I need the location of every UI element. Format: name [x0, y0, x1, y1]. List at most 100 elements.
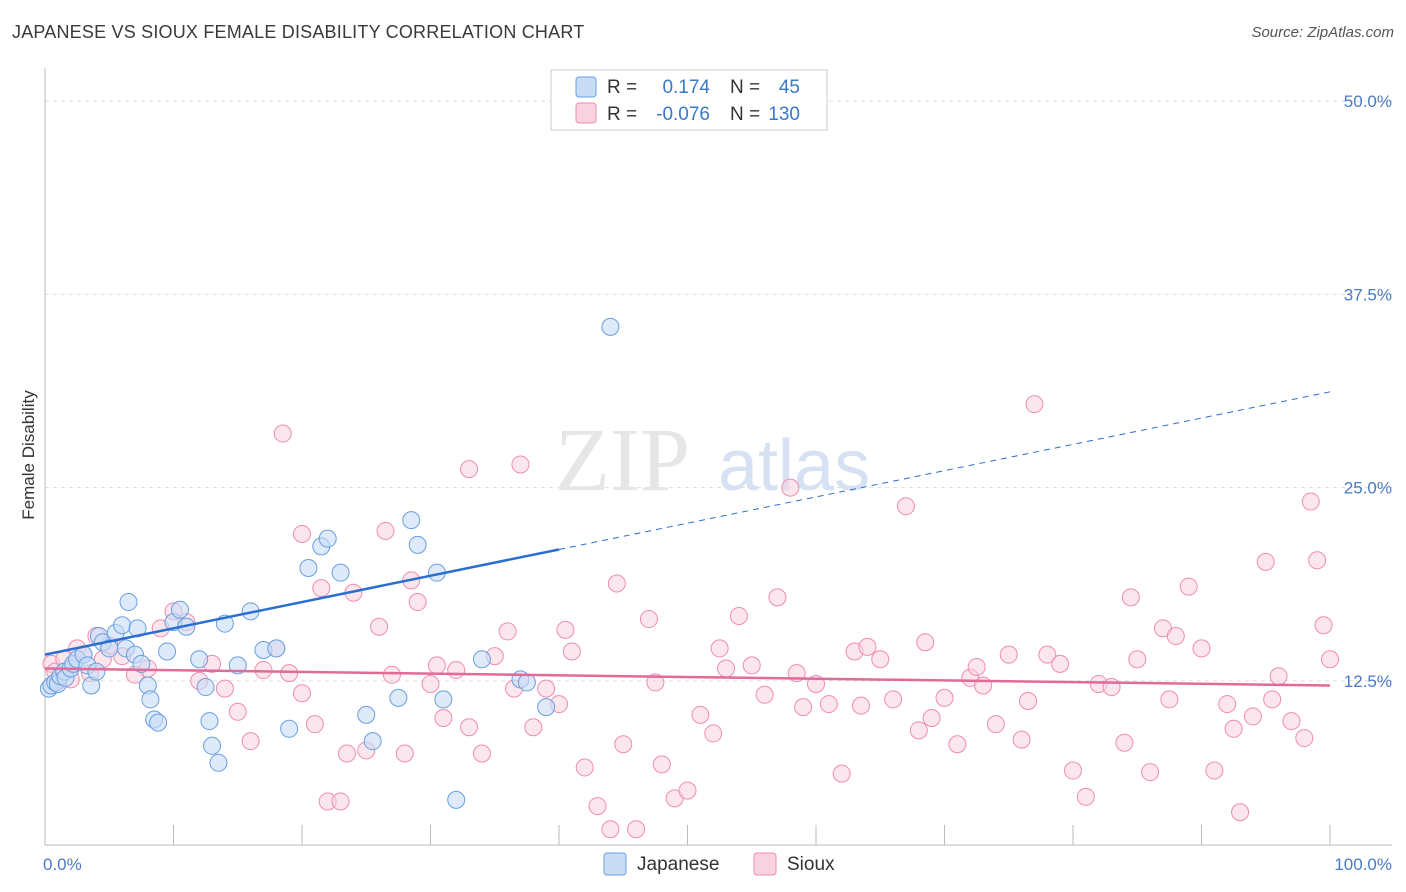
sioux-point — [646, 673, 665, 692]
japanese-point — [434, 690, 453, 709]
y-tick-label-3: 50.0% — [1344, 92, 1392, 111]
sioux-point — [794, 698, 813, 717]
sioux-point — [1012, 730, 1031, 749]
sioux-point — [1115, 733, 1134, 752]
sioux-point — [1192, 639, 1211, 658]
sioux-point — [627, 820, 646, 839]
sioux-point — [691, 705, 710, 724]
sioux-point — [395, 744, 414, 763]
sioux-point — [1321, 650, 1339, 669]
y-tick-label-1: 25.0% — [1344, 479, 1392, 498]
legend-japanese-r-label: R = — [607, 77, 637, 98]
sioux-point — [382, 665, 401, 684]
legend-box — [550, 69, 828, 131]
sioux-point — [999, 645, 1018, 664]
sioux-point — [742, 656, 761, 675]
japanese-point — [87, 662, 106, 681]
japanese-point — [537, 698, 556, 717]
legend-japanese-n-value: 45 — [779, 77, 800, 98]
x-tick-label-0: 0.0% — [43, 855, 82, 874]
japanese-point — [113, 616, 132, 635]
sioux-point — [472, 744, 491, 763]
sioux-point — [832, 764, 851, 783]
sioux-point — [948, 735, 967, 754]
japanese-point — [357, 705, 376, 724]
legend-sioux-swatch — [575, 102, 597, 124]
tick-labels: 12.5% 25.0% 37.5% 50.0% 0.0% 100.0% — [43, 92, 1392, 874]
sioux-point — [1308, 551, 1327, 570]
sioux-point — [781, 478, 800, 497]
sioux-point — [1121, 588, 1140, 607]
japanese-point — [141, 690, 160, 709]
sioux-point — [678, 781, 697, 800]
sioux-point — [601, 820, 620, 839]
japanese-point — [331, 563, 350, 582]
japanese-point — [318, 529, 337, 548]
sioux-point — [974, 676, 993, 695]
watermark-zip: ZIP — [555, 411, 690, 510]
sioux-point — [1269, 667, 1288, 686]
sioux-point — [607, 574, 626, 593]
japanese-point — [517, 673, 536, 692]
legend-sioux-r-value: -0.076 — [656, 104, 710, 125]
japanese-point — [363, 732, 382, 751]
sioux-point — [916, 633, 935, 652]
legend-sioux-n-label: N = — [730, 104, 760, 125]
y-axis-title: Female Disability — [19, 390, 38, 520]
sioux-point — [460, 718, 479, 737]
sioux-point — [858, 637, 877, 656]
sioux-point — [819, 695, 838, 714]
sioux-point — [851, 696, 870, 715]
sioux-point — [280, 664, 299, 683]
legend-japanese-n-label: N = — [730, 77, 760, 98]
sioux-point — [768, 588, 787, 607]
bottom-legend: Japanese Sioux — [603, 852, 835, 876]
sioux-point — [922, 708, 941, 727]
sioux-point — [370, 617, 389, 636]
sioux-point — [717, 659, 736, 678]
japanese-point — [132, 654, 151, 673]
sioux-point — [652, 755, 671, 774]
japanese-point — [149, 713, 168, 732]
japanese-point — [402, 511, 421, 530]
sioux-point — [588, 797, 607, 816]
japanese-point — [228, 656, 247, 675]
sioux-point — [1224, 719, 1243, 738]
sioux-point — [1263, 690, 1282, 709]
sioux-point — [524, 718, 543, 737]
sioux-point — [293, 684, 311, 703]
sioux-point — [331, 792, 350, 811]
sioux-point — [639, 610, 658, 629]
sioux-point — [511, 455, 530, 474]
sioux-point — [967, 657, 986, 676]
legend-sioux-n-value: 130 — [768, 104, 800, 125]
sioux-point — [1282, 712, 1301, 731]
sioux-point — [312, 579, 331, 598]
sioux-point — [871, 650, 890, 669]
legend: R = 0.174 N = 45 R = -0.076 N = 130 — [550, 69, 828, 131]
sioux-point — [254, 661, 273, 680]
sioux-point — [1231, 803, 1250, 822]
sioux-point — [909, 721, 928, 740]
sioux-point — [1076, 787, 1095, 806]
sioux-point — [337, 744, 356, 763]
japanese-point — [447, 790, 466, 809]
japanese-point — [280, 719, 299, 738]
japanese-point — [209, 753, 228, 772]
sioux-point — [1295, 729, 1314, 748]
legend-japanese-swatch — [575, 76, 597, 98]
source-label: Source: ZipAtlas.com — [1251, 24, 1394, 41]
japanese-point — [601, 317, 620, 336]
sioux-point — [1128, 650, 1147, 669]
japanese-point — [190, 650, 209, 669]
sioux-point — [1243, 707, 1262, 726]
axes — [44, 68, 1392, 846]
sioux-point — [556, 620, 575, 639]
bottom-legend-japanese-swatch — [603, 852, 627, 876]
sioux-point — [305, 715, 324, 734]
sioux-point — [1301, 492, 1320, 511]
sioux-series — [42, 395, 1339, 839]
chart-title: JAPANESE VS SIOUX FEMALE DISABILITY CORR… — [12, 22, 585, 42]
sioux-point — [1218, 695, 1237, 714]
